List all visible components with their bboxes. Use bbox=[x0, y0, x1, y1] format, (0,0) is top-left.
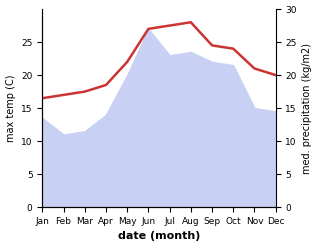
Y-axis label: med. precipitation (kg/m2): med. precipitation (kg/m2) bbox=[302, 43, 313, 174]
Y-axis label: max temp (C): max temp (C) bbox=[5, 74, 16, 142]
X-axis label: date (month): date (month) bbox=[118, 231, 200, 242]
